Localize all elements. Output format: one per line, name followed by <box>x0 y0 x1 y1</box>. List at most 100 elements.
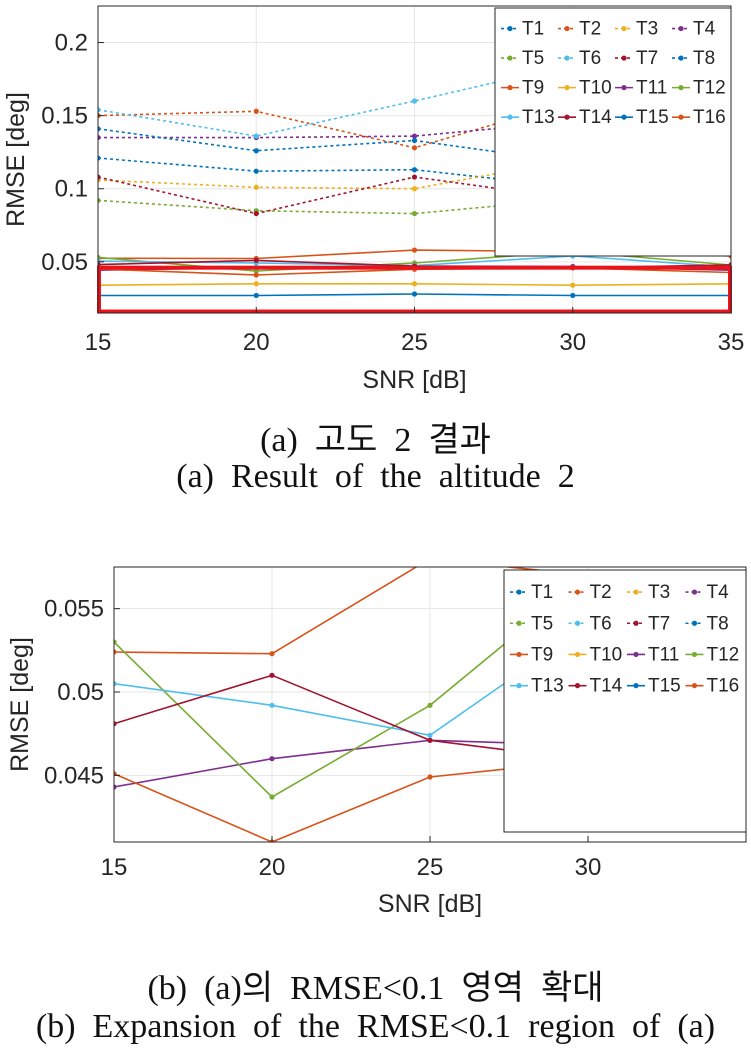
legend-marker-t9 <box>507 85 513 91</box>
y-tick-label: 0.2 <box>55 30 88 57</box>
legend-label-t7: T7 <box>648 613 670 634</box>
caption-a-english: (a) Result of the altitude 2 <box>176 458 575 495</box>
x-tick-label: 20 <box>259 854 286 881</box>
legend-marker-t3 <box>633 589 639 595</box>
data-point-t5 <box>98 197 101 204</box>
series-line-t10 <box>114 942 746 950</box>
legend-label-t8: T8 <box>707 613 729 634</box>
legend-label-t11: T11 <box>648 644 679 665</box>
data-point-t12 <box>253 268 259 274</box>
data-point-t15 <box>570 292 576 299</box>
legend-box <box>503 569 747 833</box>
data-point-t1 <box>253 168 259 174</box>
data-point-t12 <box>269 794 275 800</box>
legend: T1 T2 T3 T4 T5 T6 T7 T8 T9 T10 T11 T12 T13 T14 T15 T16 <box>503 569 747 833</box>
data-point-t15 <box>253 292 259 299</box>
legend-label-t11: T11 <box>636 78 667 99</box>
data-point-t6 <box>253 133 259 139</box>
data-point-t9 <box>427 556 432 561</box>
chart-b-svg: 15 20 25 30 0.045 0.05 0.055 SNR [dB] RMSE [deg]… <box>6 556 748 950</box>
data-point-t10 <box>253 281 259 287</box>
legend-marker-t15 <box>621 114 627 120</box>
x-tick-label: 30 <box>575 854 602 881</box>
legend-marker-t8 <box>678 55 684 61</box>
legend-box <box>494 7 732 257</box>
chart-b: 15 20 25 30 0.045 0.05 0.055 SNR [dB] RMSE [deg]… <box>0 555 751 950</box>
legend-marker-t1 <box>507 25 513 32</box>
x-tick-label: 25 <box>401 329 428 356</box>
y-axis-label: RMSE [deg] <box>6 637 34 772</box>
legend-label-t1: T1 <box>522 19 544 40</box>
data-point-t13 <box>427 732 433 738</box>
legend: T1 T2 T3 T4 T5 T6 T7 T8 T9 T10 T11 T12 T13 T14 T15 T16 <box>494 7 732 257</box>
legend-marker-t7 <box>621 55 627 61</box>
legend-marker-t13 <box>507 114 513 120</box>
legend-label-t7: T7 <box>636 48 658 69</box>
data-point-t4 <box>98 134 101 141</box>
caption-b-korean: (b) (a)의 RMSE<0.1 영역 확대 <box>147 970 604 1007</box>
data-point-t3 <box>253 184 259 190</box>
legend-marker-t14 <box>574 683 581 689</box>
y-tick-label: 0.1 <box>55 176 88 203</box>
legend-label-t4: T4 <box>693 19 716 40</box>
data-point-t14 <box>253 257 259 263</box>
data-point-t10 <box>411 281 418 287</box>
legend-marker-t2 <box>574 589 581 595</box>
legend-label-t3: T3 <box>648 582 670 603</box>
legend-marker-t5 <box>516 620 522 626</box>
legend-marker-t12 <box>678 85 684 91</box>
data-point-t11 <box>114 784 117 790</box>
data-point-t9 <box>411 247 418 253</box>
data-point-t3 <box>411 186 418 192</box>
data-point-t11 <box>269 756 275 762</box>
data-point-t13 <box>269 702 275 708</box>
y-axis-label: RMSE [deg] <box>2 92 30 227</box>
data-point-t10 <box>743 939 748 944</box>
legend-marker-t1 <box>516 589 522 595</box>
data-point-t9 <box>114 649 117 655</box>
data-point-t14 <box>427 737 433 743</box>
data-point-t2 <box>253 108 259 114</box>
data-point-t6 <box>98 107 101 113</box>
legend-marker-t6 <box>564 55 570 61</box>
legend-label-t4: T4 <box>707 582 730 603</box>
legend-label-t10: T10 <box>579 78 612 99</box>
data-point-t7 <box>411 174 418 180</box>
data-point-t12 <box>427 702 433 708</box>
x-tick-label: 25 <box>417 854 444 881</box>
data-point-t7 <box>253 210 259 217</box>
legend-label-t9: T9 <box>522 78 544 99</box>
x-tick-label: 30 <box>559 329 586 356</box>
data-point-t5 <box>411 210 418 217</box>
legend-marker-t8 <box>691 620 698 626</box>
legend-label-t13: T13 <box>522 107 555 128</box>
data-point-t14 <box>269 672 275 678</box>
legend-marker-t13 <box>516 683 522 689</box>
data-point-t1 <box>411 167 418 173</box>
legend-marker-t4 <box>678 25 684 32</box>
data-point-t6 <box>411 98 418 104</box>
legend-marker-t4 <box>691 589 698 595</box>
data-point-t16 <box>427 774 433 780</box>
legend-marker-t2 <box>564 25 570 32</box>
legend-label-t14: T14 <box>590 676 623 697</box>
legend-marker-t14 <box>564 114 570 120</box>
legend-marker-t9 <box>516 651 522 658</box>
x-axis-label: SNR [dB] <box>378 890 482 918</box>
legend-label-t12: T12 <box>707 644 740 665</box>
legend-label-t16: T16 <box>707 676 740 697</box>
caption-b-english: (b) Expansion of the RMSE<0.1 region of … <box>35 1008 716 1045</box>
legend-marker-t16 <box>691 683 698 689</box>
legend-marker-t12 <box>691 651 698 658</box>
data-point-t7 <box>98 174 101 180</box>
y-tick-label: 0.05 <box>57 679 104 706</box>
legend-marker-t15 <box>633 683 639 689</box>
data-point-t1 <box>98 155 101 161</box>
legend-label-t10: T10 <box>590 644 623 665</box>
legend-marker-t10 <box>574 651 581 658</box>
data-point-t8 <box>253 148 259 154</box>
legend-marker-t3 <box>621 25 627 32</box>
data-point-t15 <box>411 291 418 297</box>
legend-label-t13: T13 <box>531 676 564 697</box>
data-point-t12 <box>114 639 117 645</box>
